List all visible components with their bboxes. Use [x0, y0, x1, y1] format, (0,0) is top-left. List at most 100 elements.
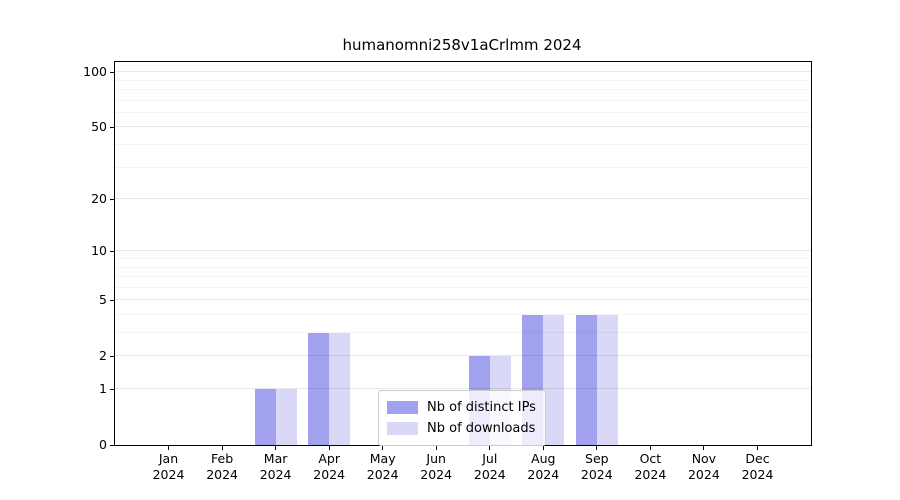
x-tick-mark	[757, 445, 758, 450]
major-gridline	[115, 299, 811, 301]
legend-swatch-distinct-ips	[387, 401, 418, 414]
legend-label-distinct-ips: Nb of distinct IPs	[427, 400, 536, 415]
x-tick-label-line: 2024	[687, 466, 720, 482]
minor-gridline	[115, 314, 811, 315]
minor-gridline	[115, 99, 811, 101]
x-tick-label-line: 2024	[259, 466, 292, 482]
x-tick-label-line: 2024	[206, 466, 238, 482]
x-tick-mark	[435, 445, 437, 450]
bar-downloads-apr	[329, 333, 351, 445]
minor-gridline	[115, 79, 811, 81]
y-tick-mark	[110, 126, 115, 128]
x-tick-label-line: Apr	[318, 451, 340, 466]
major-gridline	[115, 355, 811, 357]
x-tick-label: Jun 2024	[396, 451, 476, 482]
y-tick-mark	[110, 355, 115, 357]
x-tick-label-line: 2024	[580, 466, 613, 482]
legend: Nb of distinct IPs Nb of downloads	[378, 390, 546, 446]
minor-gridline	[115, 89, 811, 90]
major-gridline	[115, 250, 811, 252]
minor-gridline	[115, 166, 811, 168]
y-tick-mark	[110, 250, 115, 252]
bar-distinct-ips-mar	[254, 389, 276, 445]
x-tick-label: Apr 2024	[289, 451, 369, 482]
y-tick-mark	[110, 299, 115, 301]
x-tick-label-line: Oct	[639, 451, 662, 466]
x-tick-label-line: 2024	[420, 466, 453, 482]
x-tick-label-line: 2024	[741, 466, 774, 482]
minor-gridline	[115, 276, 811, 277]
x-tick-label-line: May	[369, 451, 396, 466]
x-tick-label: Feb 2024	[182, 451, 262, 482]
x-tick-label-line: 2024	[152, 466, 185, 482]
x-tick-label: Oct 2024	[610, 451, 690, 482]
y-tick-mark	[110, 198, 115, 200]
x-tick-label: Aug 2024	[503, 451, 583, 482]
chart-title: humanomni258v1aCrlmm 2024	[342, 36, 582, 54]
x-tick-label-line: 2024	[366, 466, 399, 482]
major-gridline	[115, 71, 811, 73]
x-tick-label: Jul 2024	[450, 451, 530, 482]
y-tick-label: 10	[91, 243, 107, 259]
major-gridline	[115, 198, 811, 200]
x-tick-mark	[275, 445, 277, 450]
x-tick-mark	[489, 445, 491, 450]
x-tick-mark	[596, 445, 598, 450]
minor-gridline	[115, 286, 811, 288]
bar-distinct-ips-sep	[575, 315, 597, 445]
y-tick-label: 50	[91, 119, 107, 135]
x-tick-label: Nov 2024	[664, 451, 744, 482]
y-tick-mark	[110, 444, 115, 446]
y-tick-mark	[110, 388, 115, 390]
bar-downloads-aug	[543, 315, 565, 445]
legend-item-distinct-ips: Nb of distinct IPs	[387, 397, 536, 418]
x-tick-label-line: Dec	[745, 451, 770, 466]
x-tick-mark	[168, 445, 169, 450]
y-tick-label: 100	[83, 64, 107, 80]
x-tick-label: Jan 2024	[129, 451, 209, 482]
x-tick-label-line: Jul	[482, 451, 498, 466]
x-tick-label-line: Jun	[426, 451, 446, 466]
x-tick-label-line: 2024	[527, 466, 560, 482]
y-tick-label: 2	[99, 348, 107, 364]
minor-gridline	[115, 111, 811, 113]
y-tick-label: 1	[99, 381, 107, 396]
x-tick-mark	[649, 445, 651, 450]
y-tick-mark	[110, 71, 115, 73]
y-tick-label: 0	[99, 437, 107, 452]
x-tick-label-line: Jan	[158, 451, 179, 466]
minor-gridline	[115, 266, 811, 268]
x-tick-mark	[542, 445, 544, 450]
x-tick-label-line: Nov	[691, 451, 717, 466]
plot-area: 0 1 2 5 10 20 50 100 Jan 2024 Feb 2024 Mar 2024 Apr 202…	[83, 61, 812, 482]
y-tick-label: 5	[99, 292, 107, 308]
minor-gridline	[115, 144, 811, 145]
x-tick-mark	[703, 445, 705, 450]
x-tick-label-line: Sep	[585, 451, 609, 466]
x-tick-label-line: 2024	[634, 466, 667, 482]
minor-gridline	[115, 258, 811, 259]
legend-swatch-downloads	[387, 422, 418, 435]
bar-downloads-mar	[275, 389, 297, 445]
bar-distinct-ips-apr	[308, 333, 330, 445]
x-tick-label: Sep 2024	[557, 451, 637, 482]
x-tick-mark	[382, 445, 384, 450]
x-tick-label-line: 2024	[313, 466, 346, 482]
bar-downloads-sep	[596, 315, 618, 445]
legend-item-downloads: Nb of downloads	[387, 418, 536, 439]
x-tick-label-line: 2024	[473, 466, 506, 482]
y-tick-label: 20	[91, 191, 107, 207]
major-gridline	[115, 388, 811, 389]
x-tick-label-line: Mar	[263, 451, 288, 466]
x-tick-mark	[221, 445, 223, 450]
x-tick-label-line: Feb	[211, 451, 234, 466]
x-tick-mark	[328, 445, 330, 450]
x-tick-label-line: Aug	[531, 451, 556, 466]
major-gridline	[115, 126, 811, 128]
x-tick-label: May 2024	[343, 451, 423, 482]
x-tick-label: Dec 2024	[718, 451, 798, 482]
minor-gridline	[115, 332, 811, 333]
x-tick-label: Mar 2024	[236, 451, 316, 482]
legend-label-downloads: Nb of downloads	[427, 421, 536, 436]
